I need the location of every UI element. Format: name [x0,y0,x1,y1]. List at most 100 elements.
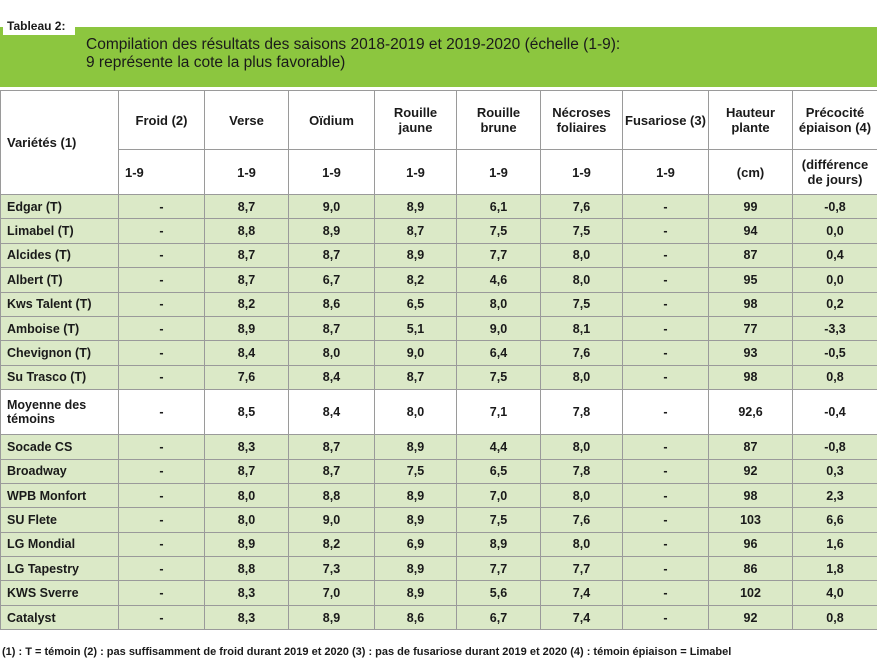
table-row: Socade CS -8,3 8,7 8,9 4,4 8,0-87 -0,8 [0,434,877,460]
table-body: Edgar (T) -8,7 9,0 8,9 6,1 7,6-99 -0,8 Limabel … [0,193,877,631]
value-cell: 8,9 [204,531,289,558]
value-cell: 2,3 [792,482,877,509]
value-cell: 8,8 [204,218,289,244]
value-cell: 8,9 [374,507,457,533]
table-row: Kws Talent (T) -8,2 8,6 6,5 8,0 7,5-98 0,2 [0,291,877,317]
value-cell: - [118,364,205,391]
table-row: Limabel (T) -8,8 8,9 8,7 7,5 7,5-94 0,0 [0,218,877,244]
value-cell: - [118,193,205,220]
value-cell: 8,9 [374,193,457,220]
unit-cell: (cm) [708,149,793,195]
header-cell: Variétés (1) [0,90,119,195]
table-label: Tableau 2: [3,17,75,35]
value-cell: 7,0 [288,580,375,606]
value-cell: 98 [708,364,793,391]
value-cell: - [622,482,709,509]
variety-cell: Amboise (T) [0,315,119,342]
variety-cell: Edgar (T) [0,193,119,220]
value-cell: 0,2 [792,291,877,317]
value-cell: 8,3 [204,580,289,606]
value-cell: - [622,193,709,220]
title-line-2: 9 représente la cote la plus favorable) [86,54,346,71]
header-row: Variétés (1) Froid (2) Verse Oïdium Roui… [0,90,877,195]
value-cell: 8,7 [288,315,375,342]
table-title: Compilation des résultats des saisons 20… [86,36,866,72]
value-cell: 103 [708,507,793,533]
value-cell: 102 [708,580,793,606]
value-cell: -0,5 [792,340,877,366]
header-cell: Nécroses foliaires [540,90,623,150]
value-cell: 9,0 [374,340,457,366]
value-cell: 0,0 [792,267,877,293]
value-cell: 8,9 [288,218,375,244]
value-cell: 6,6 [792,507,877,533]
value-cell: 6,1 [456,193,541,220]
value-cell: - [622,242,709,269]
table-row: Albert (T) -8,7 6,7 8,2 4,6 8,0-95 0,0 [0,267,877,293]
value-cell: - [118,556,205,582]
value-cell: 7,5 [540,291,623,317]
value-cell: 7,0 [456,482,541,509]
unit-cell: 1-9 [456,149,541,195]
value-cell: - [622,556,709,582]
value-cell: 8,9 [374,580,457,606]
variety-cell: Albert (T) [0,267,119,293]
table-row: Amboise (T) -8,9 8,7 5,1 9,0 8,1-77 -3,3 [0,315,877,342]
value-cell: 87 [708,242,793,269]
value-cell: 8,9 [374,434,457,460]
value-cell: - [118,389,205,436]
value-cell: - [118,531,205,558]
value-cell: 8,4 [288,364,375,391]
value-cell: 95 [708,267,793,293]
value-cell: 8,7 [204,242,289,269]
value-cell: 7,8 [540,458,623,484]
value-cell: 8,5 [204,389,289,436]
value-cell: 8,3 [204,604,289,631]
value-cell: 6,7 [288,267,375,293]
value-cell: 5,1 [374,315,457,342]
value-cell: 8,0 [204,482,289,509]
value-cell: 92,6 [708,389,793,436]
unit-cell: 1-9 [622,149,709,195]
value-cell: 7,6 [540,507,623,533]
value-cell: 8,6 [374,604,457,631]
value-cell: - [118,482,205,509]
value-cell: 7,7 [540,556,623,582]
value-cell: 98 [708,482,793,509]
value-cell: - [622,604,709,631]
unit-cell: 1-9 [204,149,289,195]
value-cell: 7,7 [456,556,541,582]
value-cell: 7,5 [456,507,541,533]
value-cell: 7,5 [456,218,541,244]
value-cell: 8,0 [456,291,541,317]
header-cell: Rouille jaune [374,90,457,150]
value-cell: 98 [708,291,793,317]
value-cell: 9,0 [288,507,375,533]
value-cell: - [622,218,709,244]
unit-cell: 1-9 [118,149,205,195]
value-cell: 8,7 [204,267,289,293]
value-cell: 8,9 [288,604,375,631]
unit-cell: 1-9 [540,149,623,195]
value-cell: 6,7 [456,604,541,631]
value-cell: 7,8 [540,389,623,436]
value-cell: 8,6 [288,291,375,317]
value-cell: 8,9 [374,482,457,509]
value-cell: 1,8 [792,556,877,582]
value-cell: - [622,580,709,606]
value-cell: 8,1 [540,315,623,342]
value-cell: 7,6 [204,364,289,391]
value-cell: 92 [708,458,793,484]
value-cell: 8,7 [204,193,289,220]
value-cell: 7,1 [456,389,541,436]
value-cell: 6,5 [456,458,541,484]
value-cell: 6,9 [374,531,457,558]
table-row: Moyenne des témoins -8,5 8,4 8,0 7,1 7,8-92,6… [0,389,877,436]
value-cell: 8,0 [540,531,623,558]
value-cell: -0,8 [792,193,877,220]
variety-cell: WPB Monfort [0,482,119,509]
variety-cell: Su Trasco (T) [0,364,119,391]
variety-cell: Catalyst [0,604,119,631]
value-cell: 8,0 [540,364,623,391]
table-row: Su Trasco (T) -7,6 8,4 8,7 7,5 8,0-98 0,8 [0,364,877,391]
